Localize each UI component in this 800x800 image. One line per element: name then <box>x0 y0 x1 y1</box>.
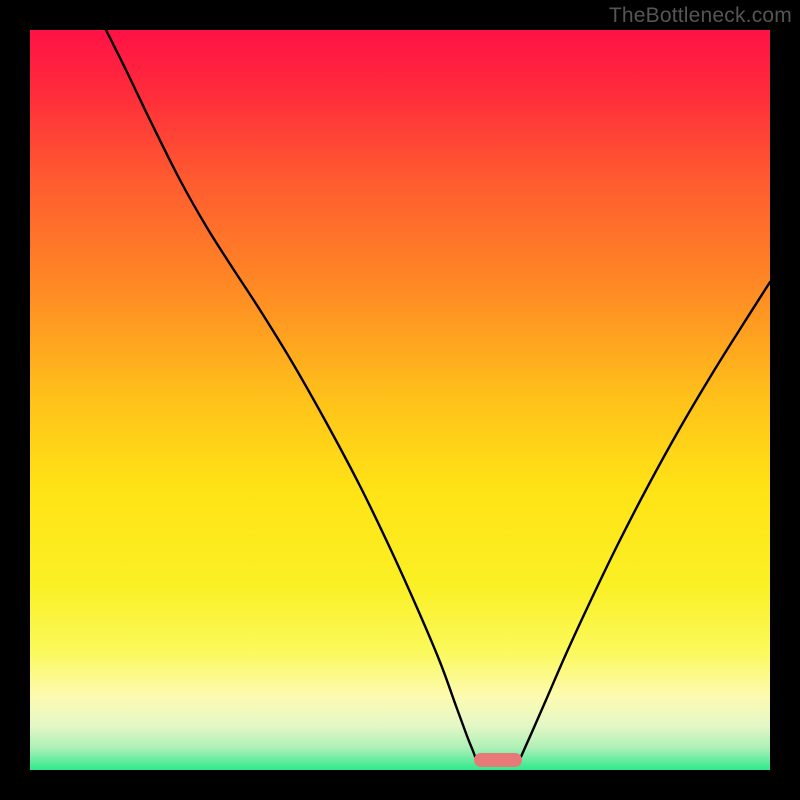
chart-frame: TheBottleneck.com <box>0 0 800 800</box>
watermark-label: TheBottleneck.com <box>609 4 792 28</box>
bottleneck-curve <box>30 30 770 770</box>
plot-area <box>30 30 770 770</box>
curve-left-branch <box>106 30 476 759</box>
curve-right-branch <box>520 282 770 759</box>
minimum-marker <box>474 753 522 767</box>
